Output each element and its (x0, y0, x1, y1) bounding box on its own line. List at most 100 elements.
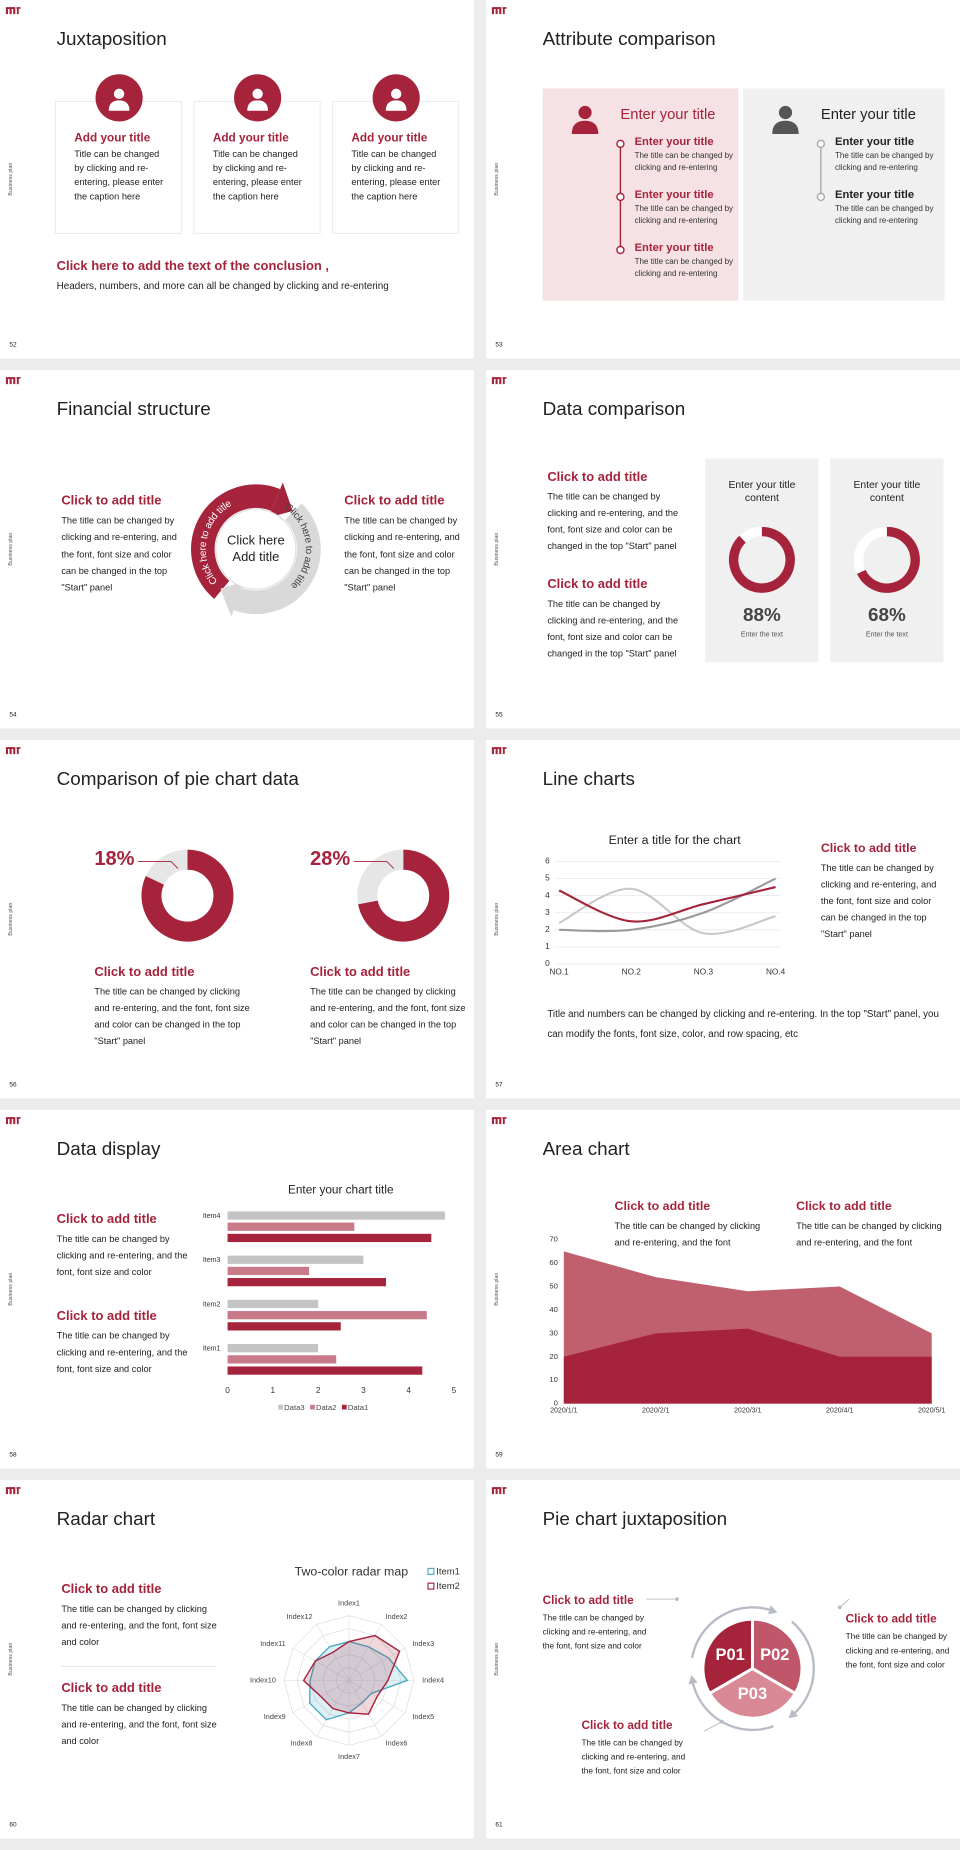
logo (5, 377, 21, 385)
bar (227, 1322, 341, 1331)
arc-red (191, 484, 281, 599)
block-text: The title can be changed by clicking and… (56, 1233, 188, 1278)
slide-title: Comparison of pie chart data (56, 769, 299, 790)
timeline-dot (616, 139, 625, 149)
item-title: Enter your title (634, 241, 714, 255)
arc-gray (233, 503, 321, 615)
radar-spoke (348, 1680, 382, 1737)
x-tick-label: 1 (271, 1386, 276, 1395)
conclusion-text: Headers, numbers, and more can all be ch… (56, 279, 389, 292)
item-title: Enter your title (835, 135, 915, 149)
y-tick-label: 10 (549, 1375, 558, 1384)
logo (491, 377, 507, 385)
legend-label: Data3 (284, 1403, 304, 1412)
icon-head (778, 105, 793, 120)
page-number: 61 (495, 1821, 503, 1830)
slide: Business plan 55 Data comparison Click to a… (486, 370, 960, 729)
bar (227, 1255, 364, 1264)
bar (227, 1311, 427, 1320)
item-title: Enter your title (634, 188, 714, 202)
page-number: 58 (9, 1451, 17, 1460)
icon-head (252, 88, 263, 100)
x-tick-label: 4 (406, 1386, 411, 1395)
y-tick-label: 1 (545, 942, 550, 951)
page-number: 54 (9, 711, 17, 720)
item-title: Enter your title (835, 188, 915, 202)
block-title: Click to add title (542, 1594, 634, 1608)
block-text: The title can be changed by clicking and… (820, 862, 937, 940)
slide-title: Attribute comparison (542, 29, 716, 50)
block-title: Click to add title (94, 965, 195, 980)
slide: Click here to add title Click here to add… (0, 370, 474, 729)
icon-body (772, 120, 799, 134)
x-tick-label: 2020/4/1 (826, 1408, 854, 1415)
side-label: Business plan (7, 1642, 14, 1676)
page-number: 52 (9, 341, 17, 350)
side-label: Business plan (7, 162, 14, 196)
slide-graphics: Click here to add title Click here to add… (5, 377, 321, 617)
x-tick-label: 2020/2/1 (642, 1408, 670, 1415)
note: Title and numbers can be changed by clic… (547, 1007, 939, 1040)
connector-dot (675, 1597, 679, 1601)
slide-title: Financial structure (56, 399, 211, 420)
side-label: Business plan (493, 902, 500, 936)
block-text: The title can be changed by clicking and… (845, 1632, 950, 1670)
line-series (558, 886, 776, 923)
x-tick-label: NO.3 (694, 967, 714, 976)
donut-label: 68% (868, 605, 906, 626)
slide-title: Data comparison (542, 399, 686, 420)
block-text: The title can be changed by clicking and… (614, 1221, 761, 1249)
item-text: The title can be changed by clicking and… (835, 152, 934, 172)
bar (227, 1222, 355, 1231)
axis-label: Index7 (338, 1752, 360, 1761)
legend-label: Item2 (436, 1580, 460, 1591)
page-number: 60 (9, 1821, 17, 1830)
y-tick-label: Item2 (203, 1301, 221, 1308)
donut-value (728, 526, 795, 593)
connector-dot (719, 1719, 724, 1724)
panel (542, 88, 739, 301)
axis-label: Index12 (286, 1612, 312, 1621)
block-text: The title can be changed by clicking and… (310, 986, 466, 1047)
card-title: Add your title (212, 132, 289, 146)
legend-label: Data1 (348, 1403, 368, 1412)
ring-arrow (688, 1675, 698, 1685)
timeline-dot (616, 245, 625, 255)
card-title: Add your title (74, 132, 151, 146)
bar (227, 1278, 387, 1287)
page-number: 59 (495, 1451, 503, 1460)
donut-value (357, 849, 404, 905)
center-text: Click here Add title (227, 533, 285, 565)
slide-title: Pie chart juxtaposition (542, 1509, 728, 1530)
block-title: Click to add title (614, 1199, 711, 1214)
block-title: Click to add title (61, 1681, 162, 1696)
card (193, 100, 321, 235)
y-tick-label: 6 (545, 857, 550, 866)
x-tick-label: NO.4 (766, 967, 786, 976)
leader-line (137, 860, 179, 869)
block-title: Click to add title (310, 965, 411, 980)
block-text: The title can be changed by clicking and… (796, 1221, 942, 1249)
side-label: Business plan (7, 532, 14, 566)
radar-series (302, 1634, 401, 1715)
block-text: The title can be changed by clicking and… (61, 1603, 217, 1648)
panel-heading: Enter your title (620, 106, 716, 123)
y-tick-label: 5 (545, 874, 550, 883)
pie-segment (707, 1666, 798, 1720)
block-title: Click to add title (547, 577, 648, 592)
segment-label: P01 (715, 1646, 744, 1664)
block-text: The title can be changed by clicking and… (542, 1613, 647, 1651)
ring-arrow (788, 1709, 799, 1719)
icon-head (113, 88, 125, 100)
value-label: 28% (310, 847, 351, 870)
legend-swatch (427, 1567, 435, 1575)
icon-body (571, 120, 599, 134)
arc-arrow (220, 581, 245, 617)
x-tick-label: NO.2 (622, 967, 642, 976)
conclusion-title: Click here to add the text of the conclu… (56, 259, 330, 274)
slide: 0 1 2 3 4 5 Item1 Item2 Item3 Item4 Data3 Data2 Data… (0, 1110, 474, 1469)
radar-spoke (292, 1647, 350, 1681)
card-heading: Enter your title content (728, 478, 796, 504)
bar (227, 1233, 432, 1243)
block-title: Click to add title (820, 841, 917, 856)
